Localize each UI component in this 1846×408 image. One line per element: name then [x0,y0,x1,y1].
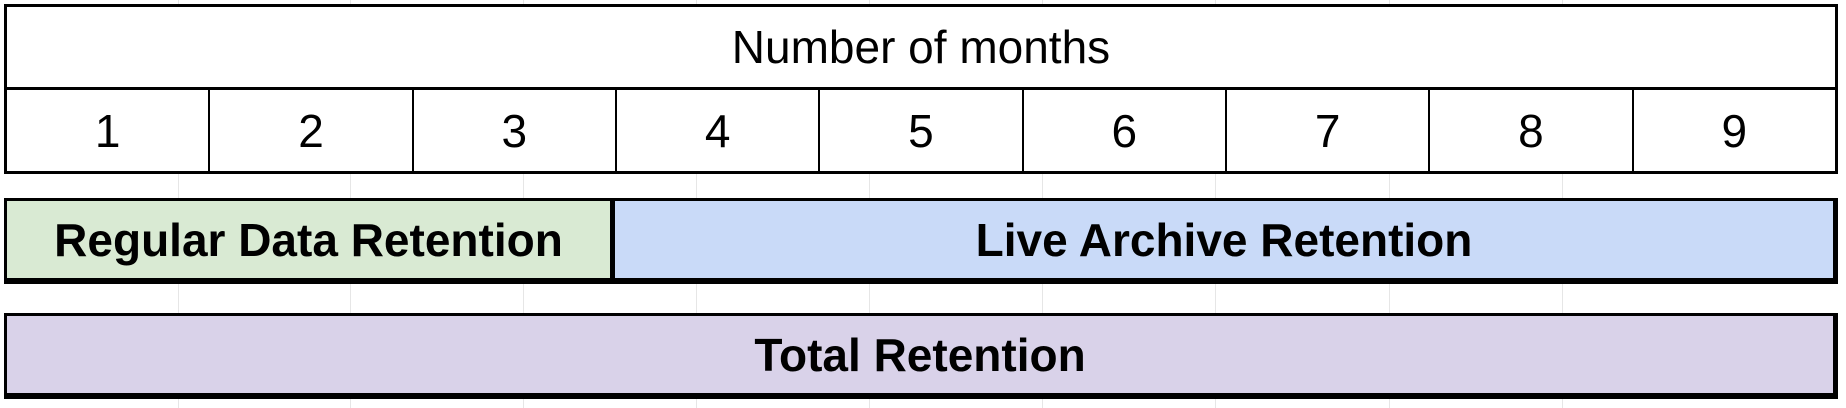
months-table: Number of months 1 2 3 4 5 6 7 8 9 [4,4,1838,174]
month-cell-8: 8 [1430,90,1634,171]
live-archive-retention-bar: Live Archive Retention [615,201,1833,278]
month-cell-2: 2 [210,90,414,171]
month-cell-7: 7 [1227,90,1431,171]
months-row: 1 2 3 4 5 6 7 8 9 [7,90,1835,171]
month-cell-3: 3 [414,90,617,171]
month-cell-4: 4 [617,90,821,171]
month-cell-5: 5 [820,90,1024,171]
months-header: Number of months [7,7,1835,90]
month-cell-1: 1 [7,90,211,171]
regular-data-retention-bar: Regular Data Retention [7,201,615,278]
month-cell-6: 6 [1024,90,1227,171]
month-cell-9: 9 [1721,104,1748,157]
retention-row: Regular Data Retention Live Archive Rete… [4,198,1838,284]
total-retention-bar: Total Retention [4,313,1838,399]
